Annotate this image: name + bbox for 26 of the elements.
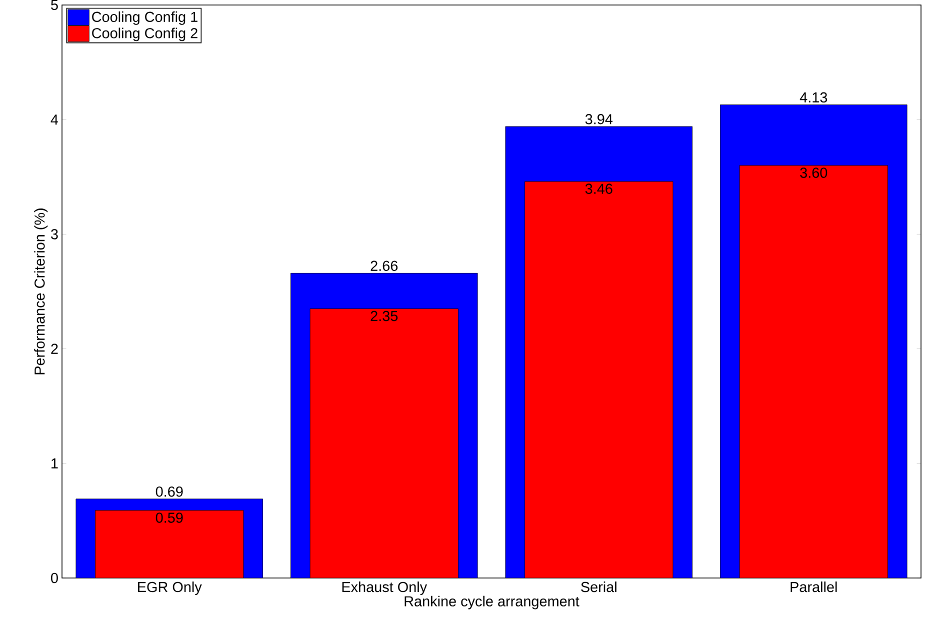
x-tick-label: Parallel xyxy=(790,582,837,592)
data-label: 3.60 xyxy=(800,168,828,178)
y-tick-label: 1 xyxy=(52,458,58,468)
y-axis-title: Performance Criterion (%) xyxy=(34,208,48,374)
y-tick-label: 2 xyxy=(51,344,58,354)
y-tick-label: 4 xyxy=(50,114,58,125)
bar xyxy=(739,165,888,578)
y-tick-label: 3 xyxy=(50,229,58,240)
x-tick-label: Exhaust Only xyxy=(342,582,428,595)
bar xyxy=(310,308,458,578)
y-tick-label: 5 xyxy=(51,0,58,10)
x-tick-label: EGR Only xyxy=(138,582,202,595)
data-label: 4.13 xyxy=(800,92,828,102)
legend-label: Cooling Config 1 xyxy=(92,11,198,25)
y-tick-label: 0 xyxy=(51,572,58,584)
bar xyxy=(95,510,244,578)
x-tick-label: Serial xyxy=(581,582,616,592)
data-label: 3.94 xyxy=(585,114,613,124)
data-label: 2.66 xyxy=(370,260,398,271)
x-axis-title: Rankine cycle arrangement xyxy=(404,596,580,610)
bar xyxy=(524,181,673,578)
data-label: 3.46 xyxy=(585,184,612,194)
data-label: 0.69 xyxy=(156,486,183,497)
data-label: 0.59 xyxy=(156,512,183,523)
legend-label: Cooling Config 2 xyxy=(92,28,198,42)
data-label: 2.35 xyxy=(370,310,398,322)
